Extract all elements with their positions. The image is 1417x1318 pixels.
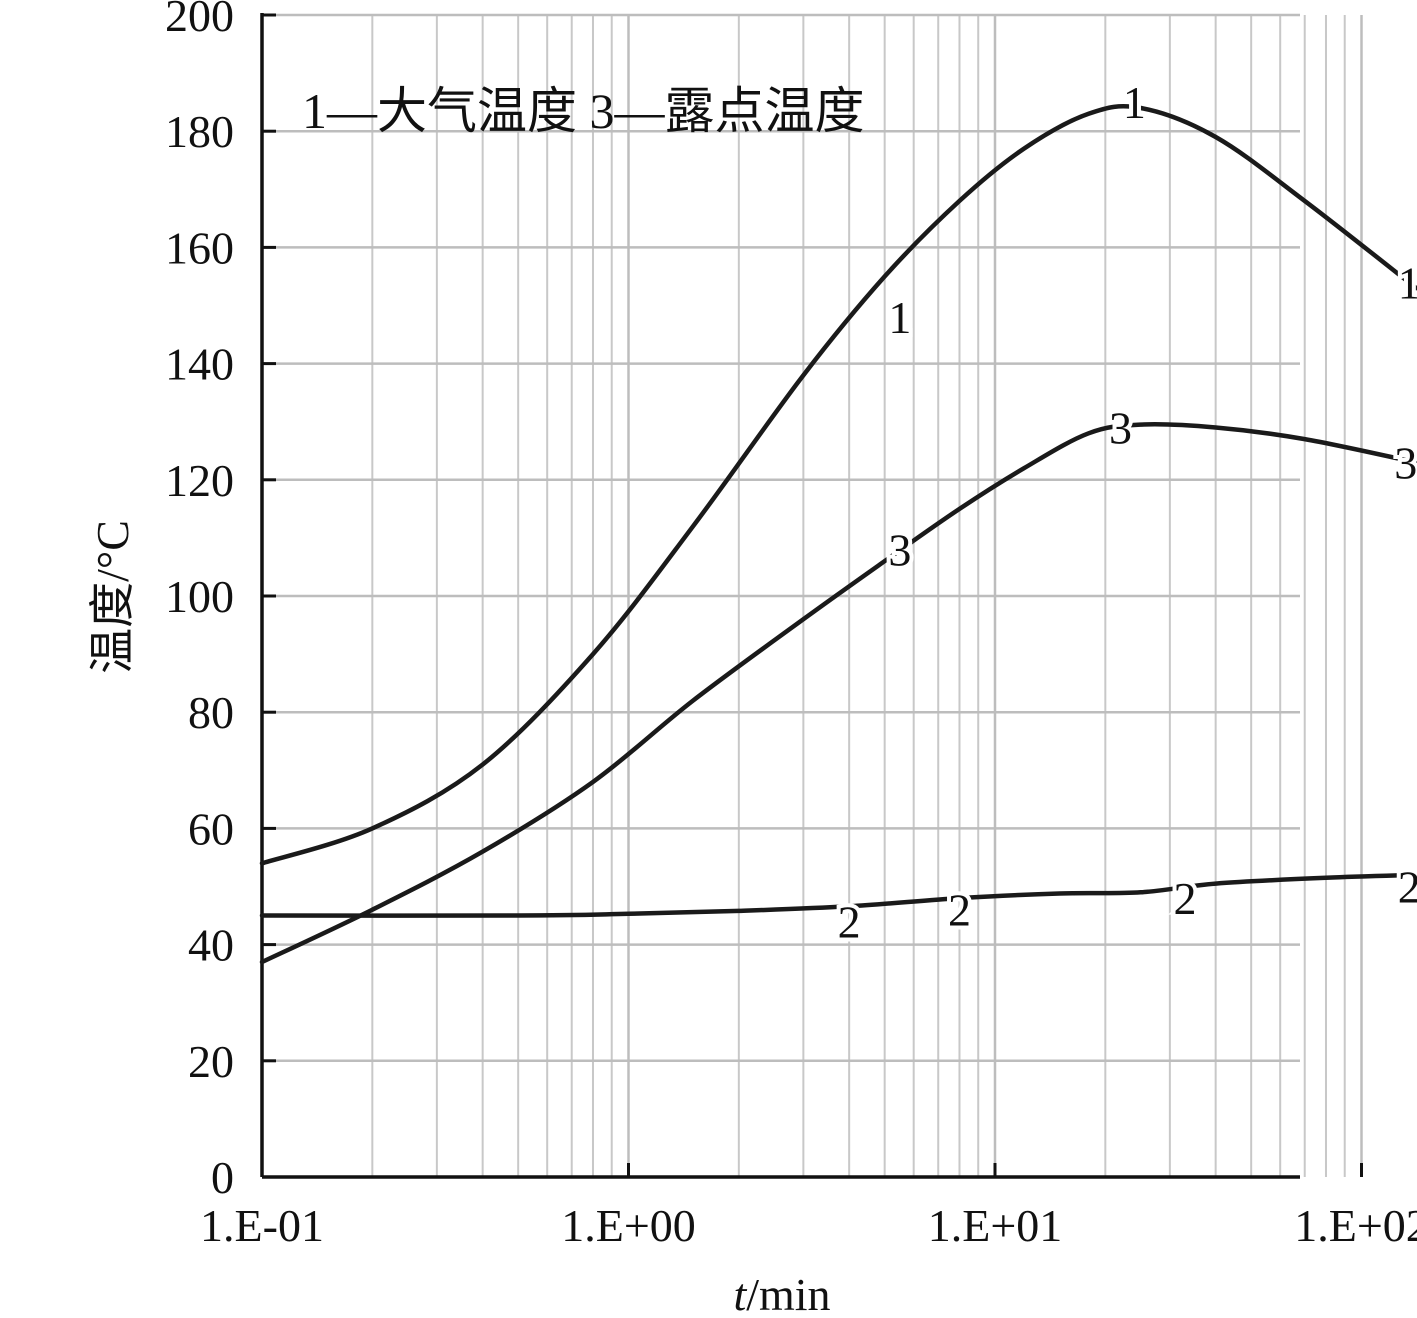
curve-label-2: 2 — [1398, 862, 1417, 913]
grid — [260, 13, 1363, 1177]
curve-labels: 1 1 1 3 3 3 2 2 2 2 — [834, 73, 1417, 951]
y-tick-label: 120 — [165, 455, 234, 506]
curve-label-3: 3 — [1394, 437, 1417, 488]
y-axis-title: 温度/°C — [87, 520, 138, 674]
y-tick-label: 40 — [188, 920, 234, 971]
y-tick-label: 160 — [165, 222, 234, 273]
series-line-3 — [259, 422, 1417, 965]
series-line-1 — [259, 104, 1417, 866]
x-tick-label: 1.E+02 — [1294, 1200, 1417, 1251]
y-tick-label: 180 — [165, 106, 234, 157]
legend-annotation: 1—大气温度 3—露点温度 — [302, 83, 865, 139]
curve-label-1: 1 — [1398, 257, 1417, 308]
y-tick-label: 60 — [188, 803, 234, 854]
y-tick-label: 100 — [165, 571, 234, 622]
curve-label-2: 2 — [948, 885, 971, 936]
curve-label-1: 1 — [1123, 77, 1146, 128]
y-tick-label: 140 — [165, 339, 234, 390]
curve-label-2: 2 — [838, 896, 861, 947]
x-tick-label: 1.E+00 — [561, 1200, 696, 1251]
ticks: 0 20 40 60 80 100 120 140 160 180 200 1.E-01 1.E+00 1… — [165, 0, 1417, 1251]
y-tick-label: 200 — [165, 0, 234, 41]
y-tick-label: 0 — [211, 1152, 234, 1203]
series-group — [259, 104, 1417, 965]
y-tick-label: 20 — [188, 1036, 234, 1087]
curve-label-1: 1 — [888, 292, 911, 343]
curve-label-3: 3 — [1109, 403, 1132, 454]
curve-label-2: 2 — [1174, 873, 1197, 924]
x-tick-label: 1.E-01 — [200, 1200, 324, 1251]
series-line-2 — [259, 872, 1417, 918]
curve-label-3: 3 — [888, 525, 911, 576]
y-tick-label: 80 — [188, 687, 234, 738]
x-tick-label: 1.E+01 — [928, 1200, 1063, 1251]
x-axis-title: t/min — [733, 1269, 830, 1318]
